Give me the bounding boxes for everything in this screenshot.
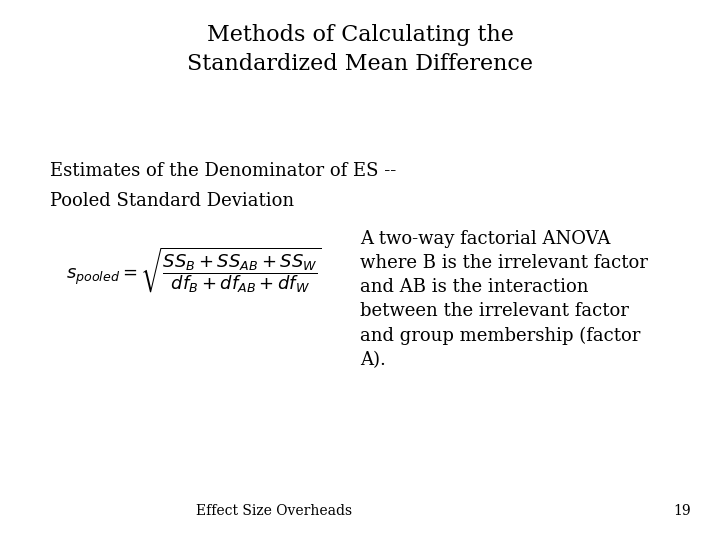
Text: Effect Size Overheads: Effect Size Overheads [196,504,351,518]
Text: Methods of Calculating the
Standardized Mean Difference: Methods of Calculating the Standardized … [187,24,533,75]
Text: $s_{\mathit{pooled}} = \sqrt{\dfrac{SS_B + SS_{AB} + SS_W}{df_B + df_{AB} + df_W: $s_{\mathit{pooled}} = \sqrt{\dfrac{SS_B… [66,245,323,295]
Text: 19: 19 [674,504,691,518]
Text: A two-way factorial ANOVA
where B is the irrelevant factor
and AB is the interac: A two-way factorial ANOVA where B is the… [360,230,648,369]
Text: Estimates of the Denominator of ES --: Estimates of the Denominator of ES -- [50,162,397,180]
Text: Pooled Standard Deviation: Pooled Standard Deviation [50,192,294,210]
